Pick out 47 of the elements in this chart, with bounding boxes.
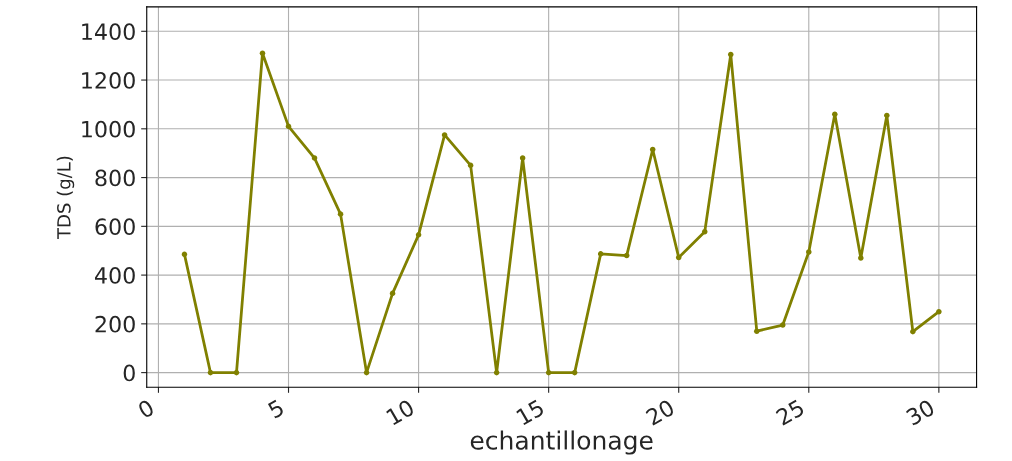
x-tick-label: 30 — [905, 398, 936, 426]
point — [233, 369, 240, 376]
y-tick-label: 0 — [123, 364, 135, 382]
y-tick-label: 600 — [95, 218, 135, 236]
point — [207, 369, 214, 376]
point — [415, 232, 422, 238]
point — [675, 254, 682, 261]
point — [363, 369, 370, 376]
point — [753, 328, 760, 334]
point — [337, 211, 344, 217]
point — [545, 369, 552, 376]
y-tick-label: 200 — [95, 315, 135, 333]
point — [181, 251, 188, 258]
x-tick-label: 20 — [645, 398, 676, 426]
point — [623, 252, 630, 259]
point — [780, 322, 786, 328]
y-tick-label: 1200 — [82, 72, 135, 89]
point — [259, 50, 266, 57]
point — [936, 308, 942, 315]
point — [441, 132, 448, 138]
point — [311, 155, 318, 161]
y-axis-title: TDS (g/L) — [56, 156, 75, 240]
point — [285, 123, 292, 130]
point — [858, 255, 864, 261]
point — [727, 51, 734, 58]
point — [493, 369, 500, 376]
point — [467, 162, 474, 169]
point — [884, 112, 890, 119]
point — [701, 228, 708, 235]
point — [806, 249, 812, 255]
x-tick-label: 25 — [775, 398, 805, 426]
point — [571, 369, 578, 376]
point — [597, 251, 604, 257]
point — [910, 328, 916, 335]
y-tick-label: 800 — [95, 169, 135, 187]
point — [649, 146, 656, 153]
x-tick-label: 10 — [385, 398, 416, 426]
y-tick-label: 1400 — [82, 23, 135, 41]
x-tick-label: 0 — [136, 398, 156, 419]
y-tick-label: 400 — [94, 267, 135, 284]
y-tick-label: 1000 — [82, 120, 135, 138]
point — [832, 111, 838, 117]
point — [519, 155, 526, 161]
x-tick-label: 5 — [267, 399, 285, 419]
x-axis-title: echantillonage — [470, 430, 653, 455]
point — [389, 290, 396, 297]
x-tick-label: 15 — [515, 399, 545, 426]
